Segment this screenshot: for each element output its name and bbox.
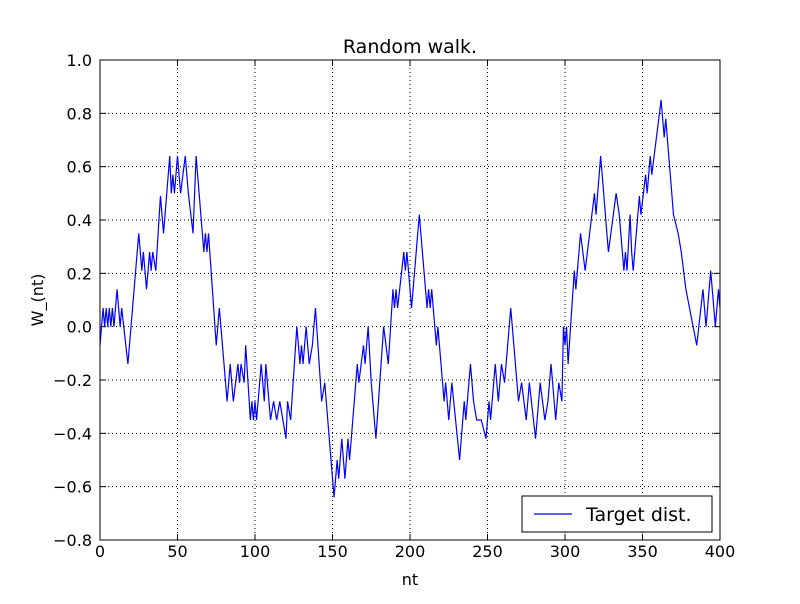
x-tick-label: 150 (317, 542, 348, 561)
y-tick-label: −0.4 (53, 424, 92, 443)
x-tick-label: 400 (705, 542, 736, 561)
y-tick-label: −0.6 (53, 478, 92, 497)
y-axis-label: W_(nt) (28, 274, 48, 327)
y-tick-label: 0.6 (67, 158, 92, 177)
x-axis-label: nt (402, 570, 418, 589)
x-tick-label: 300 (550, 542, 581, 561)
data-line (99, 99, 721, 498)
y-tick-label: −0.8 (53, 531, 92, 550)
y-tick-label: 1.0 (67, 51, 92, 70)
x-tick-label: 250 (472, 542, 503, 561)
y-tick-label: −0.2 (53, 371, 92, 390)
legend-label: Target dist. (585, 504, 692, 526)
y-tick-label: 0.8 (67, 104, 92, 123)
x-tick-label: 50 (167, 542, 187, 561)
plot-frame (99, 59, 721, 541)
y-tick-label: 0.2 (67, 264, 92, 283)
x-tick-label: 350 (627, 542, 658, 561)
y-tick-label: 0.4 (67, 211, 92, 230)
x-tick-label: 200 (395, 542, 426, 561)
y-tick-label: 0.0 (67, 318, 92, 337)
chart-title: Random walk. (343, 36, 477, 58)
x-tick-label: 100 (240, 542, 271, 561)
x-tick-label: 0 (95, 542, 105, 561)
